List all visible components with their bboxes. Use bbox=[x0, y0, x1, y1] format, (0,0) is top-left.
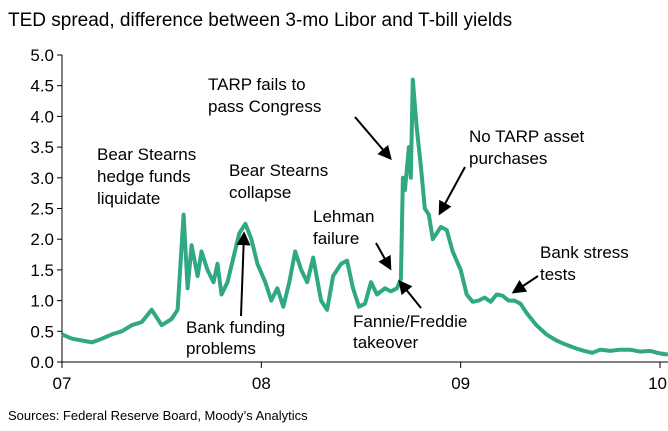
y-tick-label: 5.0 bbox=[30, 46, 54, 65]
y-tick-label: 1.5 bbox=[30, 261, 54, 280]
annotation: failure bbox=[313, 229, 359, 248]
annotation-arrow bbox=[354, 116, 392, 161]
x-tick-label: 07 bbox=[53, 374, 72, 393]
annotation: Bank stress bbox=[540, 243, 629, 262]
series-line bbox=[61, 77, 668, 357]
annotation: Bank funding bbox=[186, 318, 285, 337]
annotation: Bear Stearns bbox=[97, 145, 196, 164]
source-note: Sources: Federal Reserve Board, Moody’s … bbox=[8, 408, 308, 423]
annotation: hedge funds bbox=[97, 167, 191, 186]
annotation: Fannie/Freddie bbox=[353, 312, 467, 331]
annotation: liquidate bbox=[97, 189, 160, 208]
y-tick-label: 4.0 bbox=[30, 107, 54, 126]
y-tick-label: 3.0 bbox=[30, 169, 54, 188]
x-tick-label: 09 bbox=[451, 374, 470, 393]
annotation-arrow bbox=[438, 166, 466, 216]
annotation-arrow bbox=[236, 231, 251, 317]
annotation-arrow bbox=[375, 242, 392, 271]
annotation: takeover bbox=[353, 333, 419, 352]
annotation: Bear Stearns bbox=[229, 161, 328, 180]
annotation: No TARP asset bbox=[469, 127, 585, 146]
annotation: problems bbox=[186, 339, 256, 358]
chart-title: TED spread, difference between 3-mo Libo… bbox=[8, 10, 512, 31]
y-tick-label: 4.5 bbox=[30, 77, 54, 96]
annotation: tests bbox=[540, 265, 576, 284]
y-tick-label: 2.5 bbox=[30, 200, 54, 219]
annotation: pass Congress bbox=[208, 97, 321, 116]
y-tick-label: 3.5 bbox=[30, 138, 54, 157]
y-tick-label: 0.5 bbox=[30, 322, 54, 341]
annotation: TARP fails to bbox=[208, 75, 306, 94]
annotation-arrow bbox=[511, 275, 539, 294]
annotation-arrow bbox=[398, 279, 422, 309]
y-tick-label: 0.0 bbox=[30, 353, 54, 372]
y-tick-label: 1.0 bbox=[30, 292, 54, 311]
y-tick-label: 2.0 bbox=[30, 230, 54, 249]
x-tick-label: 10 bbox=[648, 374, 667, 393]
annotation: Lehman bbox=[313, 207, 374, 226]
annotation: collapse bbox=[229, 183, 291, 202]
annotation: purchases bbox=[469, 149, 547, 168]
x-tick-label: 08 bbox=[252, 374, 271, 393]
